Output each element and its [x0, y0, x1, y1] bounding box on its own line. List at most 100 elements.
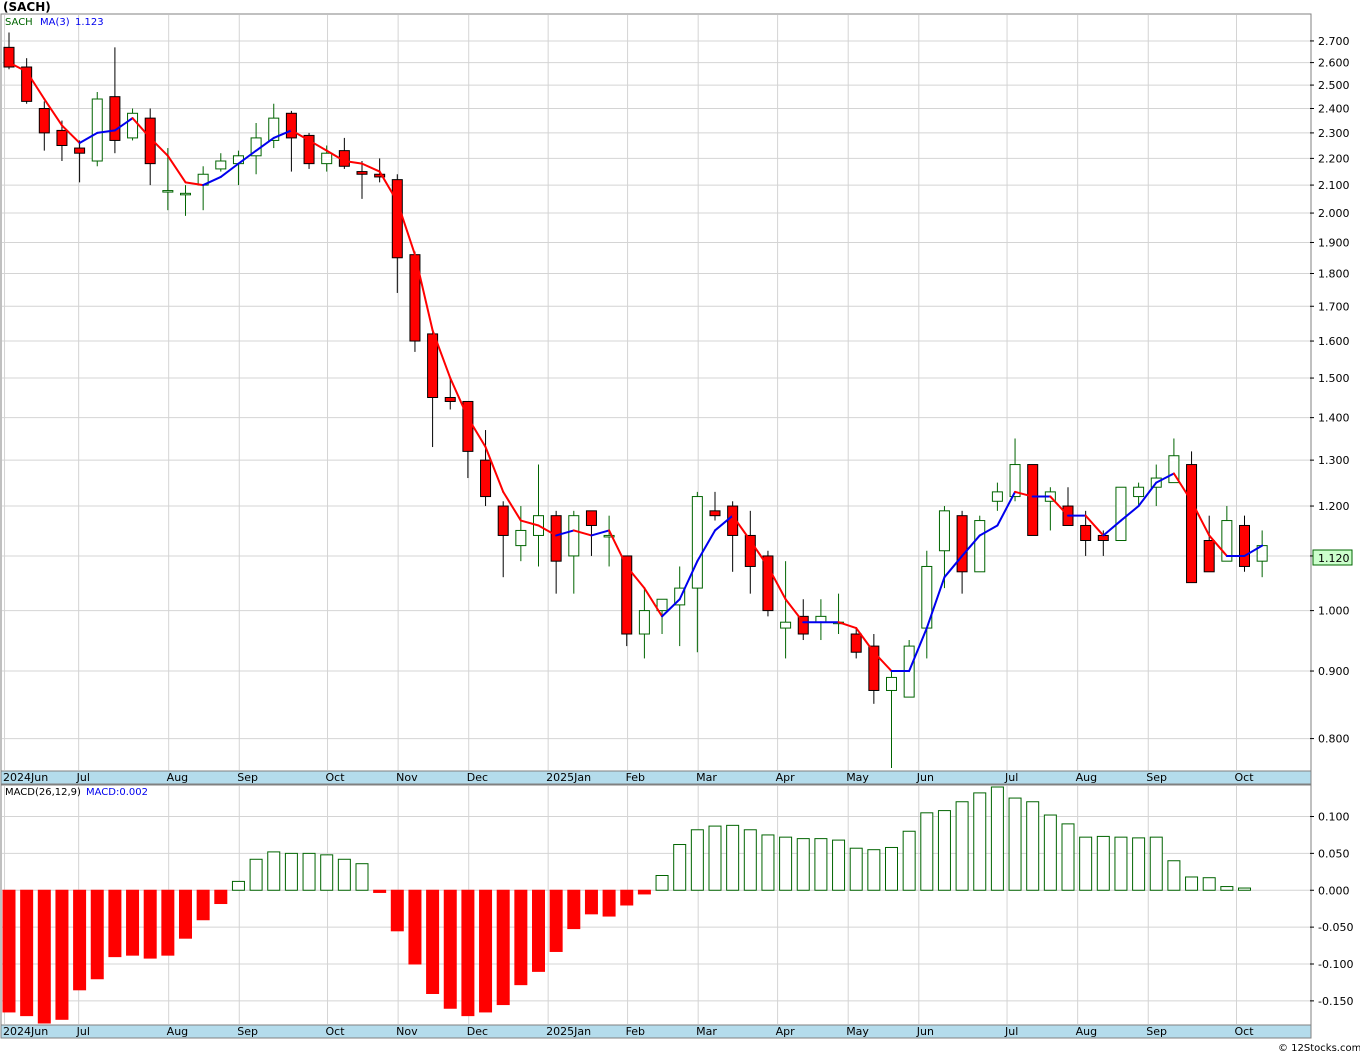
month-label: Jun	[916, 771, 934, 784]
ma-segment	[308, 139, 328, 152]
ma-segment	[343, 160, 363, 165]
candles-layer	[3, 32, 1268, 768]
month-label: Apr	[776, 771, 796, 784]
macd-bar	[143, 889, 157, 959]
month-label: Aug	[1076, 771, 1097, 784]
month-label: Mar	[696, 771, 717, 784]
candle-body-down	[956, 515, 968, 573]
candle-body-up	[127, 112, 139, 139]
ma-segment	[113, 117, 134, 132]
ma-segment	[625, 565, 646, 590]
macd-bar	[126, 889, 140, 956]
ma-segment	[202, 175, 222, 187]
month-label: Nov	[396, 1025, 418, 1038]
candle	[497, 501, 509, 578]
price-tick-label: 0.900	[1318, 665, 1350, 678]
macd-bar	[620, 889, 634, 906]
month-label: Aug	[167, 771, 188, 784]
macd-bar	[55, 889, 69, 1020]
macd-bar	[1043, 814, 1057, 891]
legend-macd-value: MACD:0.002	[86, 787, 148, 798]
candle-body-up	[674, 587, 686, 606]
macd-bar	[832, 839, 846, 891]
candle-body-down	[391, 179, 403, 259]
macd-tick-label: -0.050	[1318, 921, 1353, 934]
macd-bar	[2, 889, 16, 1013]
macd-bar	[196, 889, 210, 921]
macd-bar	[690, 829, 704, 891]
last-price-label: 1.120	[1318, 552, 1350, 565]
macd-bar	[337, 858, 351, 891]
candle-body-up	[91, 98, 103, 162]
month-label: Jul	[76, 771, 90, 784]
candle-body-down	[444, 396, 456, 402]
price-tick-label: 2.200	[1318, 152, 1350, 165]
macd-bar	[761, 834, 775, 891]
price-tick-label: 1.500	[1318, 372, 1350, 385]
candle-body-up	[215, 160, 227, 170]
month-label: Sep	[237, 771, 258, 784]
macd-bar	[514, 889, 528, 986]
legend-ticker: SACH	[5, 17, 33, 28]
macd-tick-label: 0.000	[1318, 884, 1350, 897]
macd-bar	[73, 889, 87, 991]
macd-tick-label: -0.100	[1318, 958, 1353, 971]
candle-body-down	[850, 633, 862, 653]
candle-body-up	[1133, 486, 1145, 498]
price-tick-label: 1.900	[1318, 236, 1350, 249]
macd-bar	[1114, 836, 1128, 891]
candle	[1027, 464, 1039, 536]
price-tick-label: 2.400	[1318, 102, 1350, 115]
macd-bar	[1238, 887, 1251, 891]
candle-body-down	[709, 510, 721, 517]
candle-body-up	[1009, 464, 1021, 498]
ma-segment	[766, 565, 787, 601]
ma-segment	[466, 416, 487, 449]
month-label: Feb	[626, 771, 645, 784]
macd-bar	[549, 889, 563, 952]
ma-segment	[961, 534, 981, 557]
macd-bar	[302, 852, 316, 891]
ma-segment	[131, 117, 152, 139]
candle	[1080, 510, 1092, 556]
macd-bar	[990, 786, 1004, 891]
ma-segment	[661, 598, 681, 618]
candle	[91, 92, 103, 167]
candle	[1115, 486, 1127, 542]
ma-segment	[590, 529, 611, 537]
candle-body-up	[515, 529, 527, 547]
price-tick-label: 2.700	[1318, 35, 1350, 48]
candle-body-up	[991, 491, 1003, 502]
price-tick-label: 2.000	[1318, 207, 1350, 220]
price-tick-label: 2.600	[1318, 57, 1350, 70]
candle-body-up	[974, 520, 986, 573]
macd-bar	[408, 889, 422, 965]
price-tick-label: 1.800	[1318, 267, 1350, 280]
candle-body-up	[180, 192, 191, 196]
candle-body-down	[1203, 540, 1215, 573]
candle-body-up	[568, 515, 580, 557]
macd-bar	[1026, 801, 1040, 891]
candle	[268, 103, 280, 149]
candle	[621, 555, 633, 647]
price-date-bar	[0, 770, 1312, 785]
month-label: Feb	[626, 1025, 645, 1038]
macd-bar	[779, 836, 793, 891]
ma-segment	[1243, 544, 1264, 557]
ma-segment	[1102, 519, 1122, 537]
candle-body-down	[303, 134, 315, 165]
candle	[991, 482, 1003, 511]
ma-segment	[272, 129, 293, 139]
price-panel-frame	[0, 13, 1312, 772]
ma-segment	[149, 136, 169, 157]
price-tick-label: 1.400	[1318, 412, 1350, 425]
ma-segment	[1208, 534, 1228, 557]
macd-bar	[249, 858, 263, 891]
candle-body-down	[74, 147, 86, 154]
legend-ma-label: MA(3)	[40, 17, 70, 28]
moving-average-layer	[8, 61, 1264, 673]
ma-segment	[1014, 490, 1034, 498]
macd-bar	[726, 824, 740, 891]
candle-body-down	[38, 107, 50, 134]
month-label: Apr	[776, 1025, 796, 1038]
